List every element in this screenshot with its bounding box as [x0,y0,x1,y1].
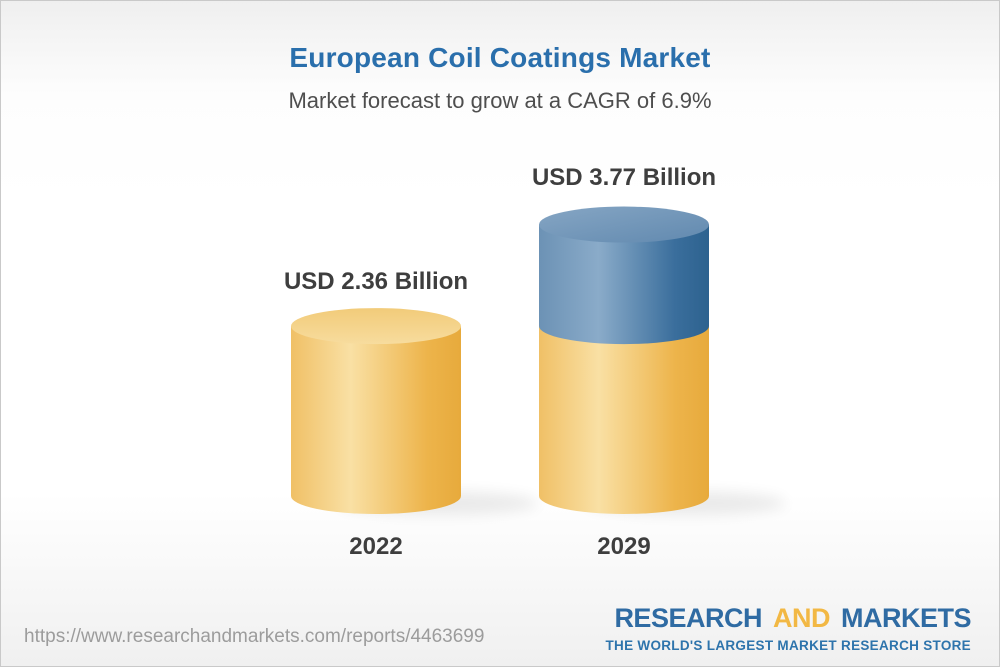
report-url: https://www.researchandmarkets.com/repor… [24,626,485,647]
brand-logo-wordmark: RESEARCH AND MARKETS [605,605,971,632]
brand-logo-tagline: THE WORLD'S LARGEST MARKET RESEARCH STOR… [605,638,971,653]
value-label-2029: USD 3.77 Billion [531,164,717,191]
brand-logo: RESEARCH AND MARKETS THE WORLD'S LARGEST… [605,605,971,653]
category-label-2022: 2022 [349,533,403,560]
bar-2022 [291,308,538,515]
page-subtitle: Market forecast to grow at a CAGR of 6.9… [288,88,712,113]
logo-word-research: RESEARCH [614,603,762,633]
logo-word-and: AND [772,603,831,633]
page-title: European Coil Coatings Market [289,42,711,73]
bar-2029-base-segment [539,326,709,514]
logo-word-markets: MARKETS [841,603,972,633]
bar-2022-cylinder-top [291,308,461,345]
bar-2022-cylinder-body [291,326,461,514]
bar-2029-growth-segment [539,224,709,345]
category-label-2029: 2029 [597,533,651,560]
bar-2029-cylinder-top [539,206,709,243]
value-label-2022: USD 2.36 Billion [283,268,469,295]
bar-2029 [539,206,786,515]
